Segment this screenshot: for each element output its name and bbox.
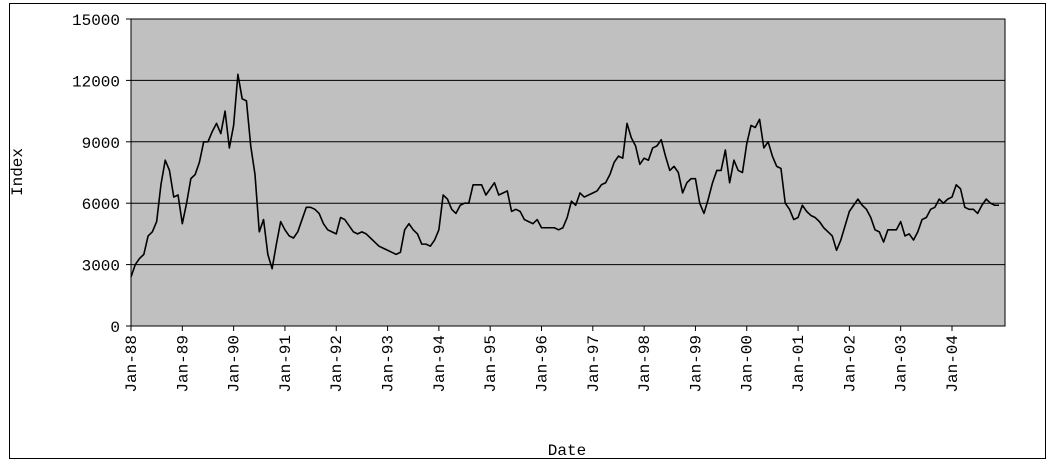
x-tick-label: Jan-89	[174, 335, 192, 393]
y-tick-label: 3000	[82, 258, 120, 276]
x-tick-label: Jan-95	[482, 335, 500, 393]
x-tick-label: Jan-96	[533, 335, 551, 393]
x-tick-label: Jan-93	[380, 335, 398, 393]
x-tick-label: Jan-91	[277, 335, 295, 393]
y-tick-label: 15000	[72, 12, 120, 30]
x-tick-label: Jan-01	[790, 335, 808, 393]
plot-area	[130, 18, 1006, 327]
x-axis-label: Date	[548, 442, 586, 460]
x-tick-label: Jan-97	[585, 335, 603, 393]
y-tick-label: 9000	[82, 135, 120, 153]
x-tick-label: Jan-03	[893, 335, 911, 393]
x-tick-label: Jan-90	[226, 335, 244, 393]
x-tick-label: Jan-00	[739, 335, 757, 393]
x-tick-label: Jan-99	[687, 335, 705, 393]
x-tick-label: Jan-88	[123, 335, 141, 393]
x-tick-label: Jan-02	[841, 335, 859, 393]
data-line	[130, 73, 1000, 278]
x-tick-label: Jan-04	[944, 335, 962, 393]
y-tick-label: 6000	[82, 196, 120, 214]
x-tick-label: Jan-94	[431, 335, 449, 393]
y-tick-label: 12000	[72, 73, 120, 91]
x-tick-label: Jan-92	[328, 335, 346, 393]
y-axis-label: Index	[9, 148, 27, 196]
y-tick-label: 0	[110, 319, 120, 337]
x-tick-label: Jan-98	[636, 335, 654, 393]
